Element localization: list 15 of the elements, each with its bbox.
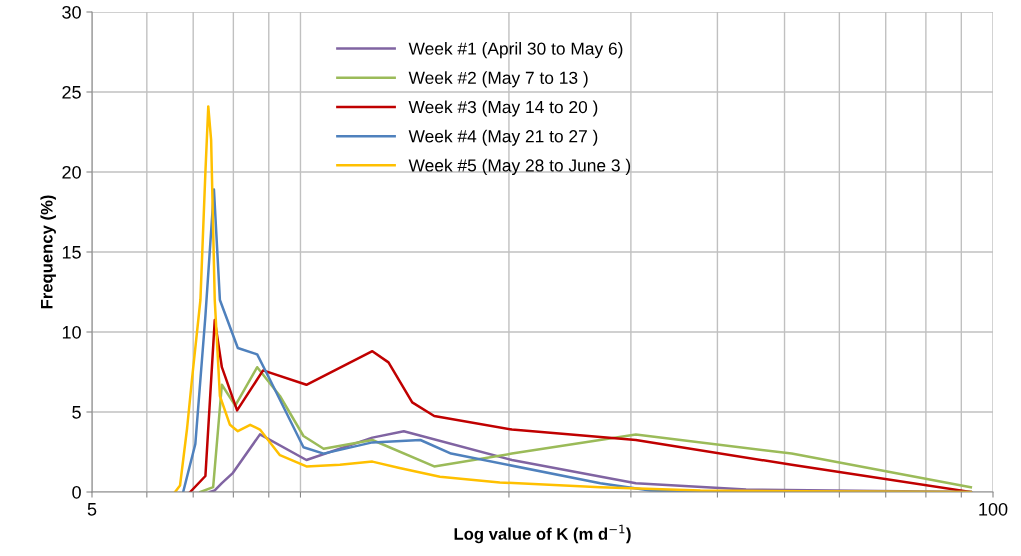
- y-tick-label: 20: [62, 165, 81, 179]
- y-tick-label: 5: [72, 406, 81, 419]
- y-tick-label: 10: [62, 325, 81, 339]
- legend-label: Week #1 (April 30 to May 6): [408, 42, 623, 59]
- x-axis-title: Log value of K (m d$^{−1}$): [454, 524, 631, 544]
- y-tick-label: 30: [62, 5, 81, 19]
- x-tick-label: 100: [979, 502, 1008, 516]
- legend-label: Week #3 (May 14 to 20 ): [408, 100, 598, 117]
- y-tick-label: 0: [72, 485, 81, 499]
- y-tick-label: 25: [62, 85, 81, 99]
- legend-label: Week #4 (May 21 to 27 ): [408, 129, 598, 146]
- legend-label: Week #5 (May 28 to June 3 ): [408, 158, 631, 176]
- y-tick-label: 15: [62, 246, 81, 259]
- y-axis-title: Frequency (%): [40, 195, 56, 309]
- legend-label: Week #2 (May 7 to 13 ): [408, 71, 588, 88]
